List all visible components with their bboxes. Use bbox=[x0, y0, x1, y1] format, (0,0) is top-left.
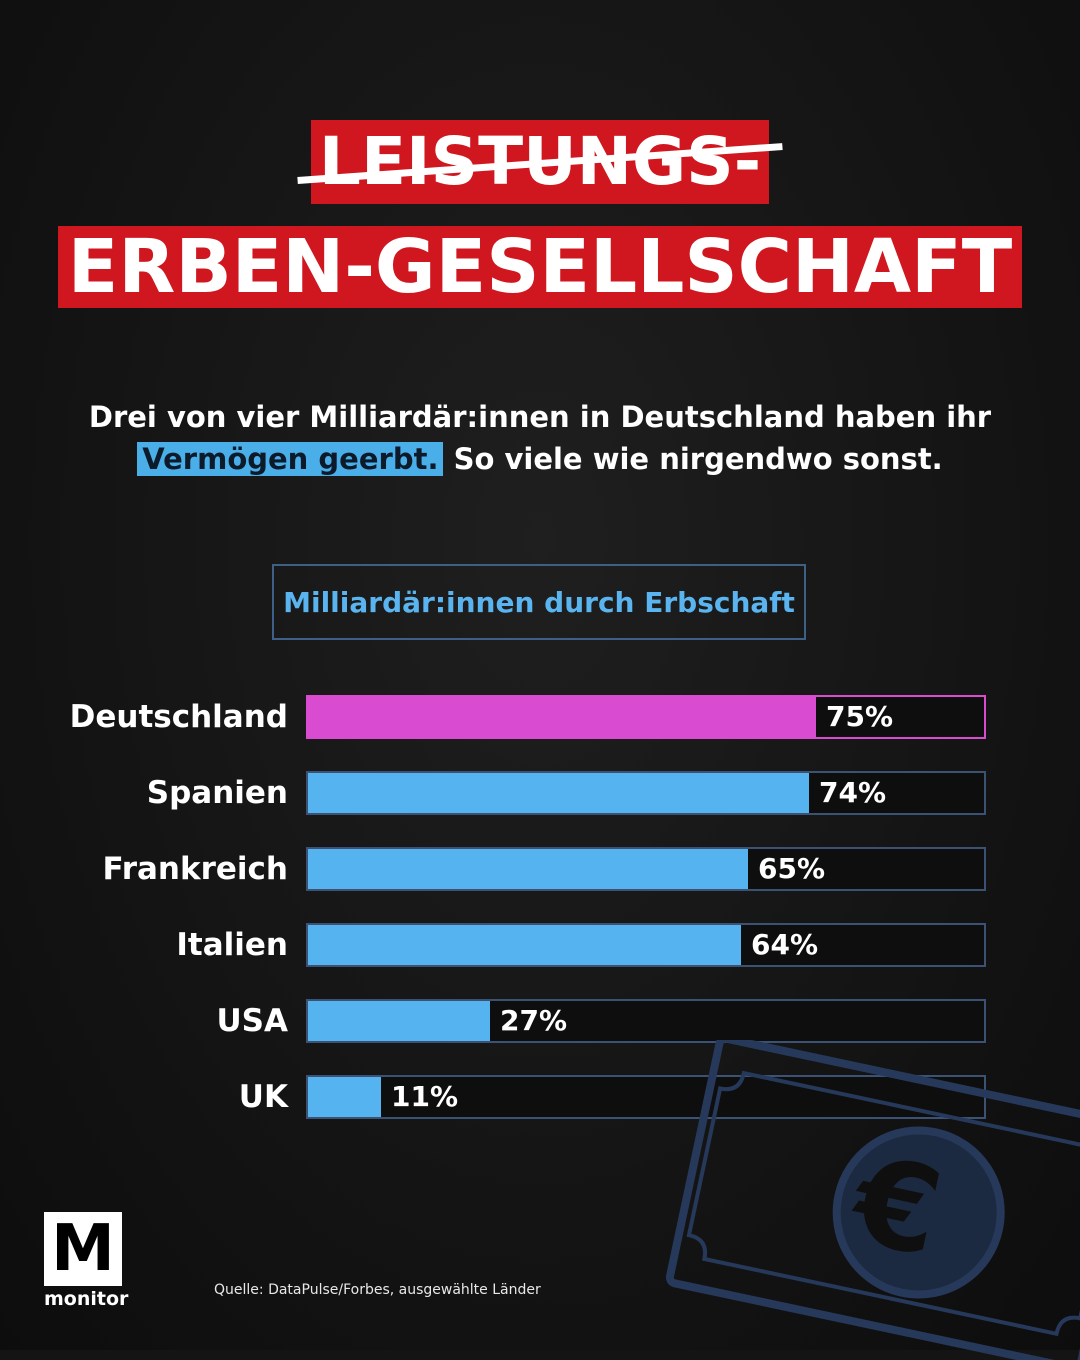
title-crossed-out: LEISTUNGS- bbox=[297, 120, 783, 204]
title-line-2: ERBEN-GESELLSCHAFT bbox=[0, 226, 1080, 308]
bar-label-spanien: Spanien bbox=[146, 775, 288, 811]
logo-letter: M bbox=[51, 1212, 115, 1286]
monitor-logo: M monitor bbox=[44, 1212, 129, 1310]
source-note: Quelle: DataPulse/Forbes, ausgewählte Lä… bbox=[214, 1282, 541, 1298]
bar-value-spanien: 74% bbox=[819, 776, 887, 809]
bar-track bbox=[306, 999, 986, 1043]
bar-frankreich bbox=[308, 849, 748, 889]
bar-track bbox=[306, 923, 986, 967]
bar-label-deutschland: Deutschland bbox=[69, 699, 288, 735]
subtitle-part-1: Drei von vier Milliardär:innen in Deutsc… bbox=[88, 400, 992, 434]
bar-deutschland bbox=[308, 697, 816, 737]
chart-title: Milliardär:innen durch Erbschaft bbox=[272, 564, 806, 640]
bar-label-usa: USA bbox=[216, 1003, 289, 1039]
bar-value-usa: 27% bbox=[500, 1004, 568, 1037]
bar-track bbox=[306, 847, 986, 891]
subtitle-part-2: So viele wie nirgendwo sonst. bbox=[453, 442, 943, 476]
title-line-1: LEISTUNGS- bbox=[0, 120, 1080, 204]
logo-text: monitor bbox=[44, 1288, 129, 1310]
bar-label-italien: Italien bbox=[176, 927, 288, 963]
subtitle: Drei von vier Milliardär:innen in Deutsc… bbox=[60, 396, 1020, 480]
logo-mark: M bbox=[44, 1212, 122, 1286]
subtitle-highlight: Vermögen geerbt. bbox=[137, 442, 444, 476]
bar-label-uk: UK bbox=[238, 1079, 288, 1115]
bar-track bbox=[306, 771, 986, 815]
bar-uk bbox=[308, 1077, 381, 1117]
bar-value-uk: 11% bbox=[391, 1080, 459, 1113]
bar-label-frankreich: Frankreich bbox=[102, 851, 288, 887]
bar-track bbox=[306, 695, 986, 739]
euro-banknote-icon: € bbox=[665, 1040, 1080, 1360]
bar-value-italien: 64% bbox=[751, 928, 819, 961]
bar-value-frankreich: 65% bbox=[758, 852, 826, 885]
bar-italien bbox=[308, 925, 741, 965]
title-line-2-text: ERBEN-GESELLSCHAFT bbox=[57, 226, 1023, 308]
bar-usa bbox=[308, 1001, 490, 1041]
bar-value-deutschland: 75% bbox=[826, 700, 894, 733]
bar-track bbox=[306, 1075, 986, 1119]
bar-spanien bbox=[308, 773, 809, 813]
